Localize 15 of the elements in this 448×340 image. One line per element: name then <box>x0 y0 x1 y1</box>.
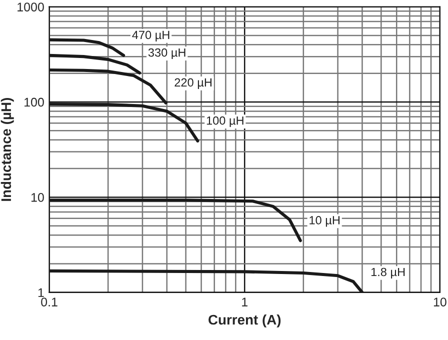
y-axis-title: Inductance (µH) <box>0 98 14 201</box>
x-tick-label: 1 <box>242 298 248 306</box>
y-tick-label: 1 <box>38 288 44 297</box>
y-tick-label: 100 <box>24 98 44 107</box>
series-label: 330 µH <box>148 48 186 60</box>
x-tick-label: 0.1 <box>41 298 58 306</box>
x-tick-label: 10 <box>434 298 446 306</box>
y-tick-label: 1000 <box>18 2 44 12</box>
series-label: 10 µH <box>310 216 340 227</box>
series-label: 220 µH <box>174 78 212 89</box>
series-label: 1.8 µH <box>371 268 405 279</box>
y-tick-label: 10 <box>31 193 44 202</box>
series-label: 470 µH <box>132 30 170 42</box>
series-label: 100 µH <box>206 116 244 128</box>
x-axis-title: Current (A) <box>208 314 281 328</box>
